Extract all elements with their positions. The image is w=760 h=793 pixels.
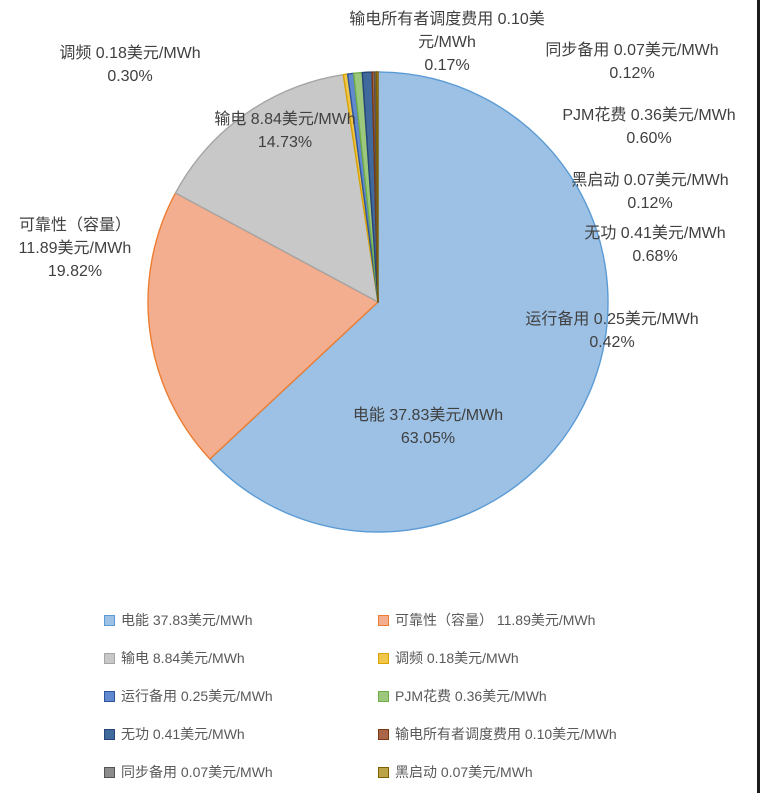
pie-chart [147, 71, 609, 533]
label-pjm-fees-line1: PJM花费 0.36美元/MWh [562, 107, 736, 124]
legend-item-operating-reserve: 运行备用 0.25美元/MWh [104, 686, 378, 706]
label-regulation-line2: 0.30% [107, 68, 153, 85]
legend-item-regulation: 调频 0.18美元/MWh [378, 648, 744, 668]
legend-label-reactive: 无功 0.41美元/MWh [121, 726, 245, 742]
label-operating-reserve-line2: 0.42% [589, 334, 635, 351]
legend-swatch-capacity [378, 614, 389, 626]
label-energy: 电能 37.83美元/MWh 63.05% [353, 404, 503, 450]
label-capacity: 可靠性（容量） 11.89美元/MWh 19.82% [19, 214, 132, 283]
label-capacity-line3: 19.82% [47, 263, 103, 280]
legend-item-reactive: 无功 0.41美元/MWh [104, 724, 378, 744]
legend-label-owner-scheduling: 输电所有者调度费用 0.10美元/MWh [395, 726, 617, 742]
label-black-start-line2: 0.12% [627, 195, 673, 212]
label-owner-scheduling-line2: 元/MWh [418, 34, 476, 51]
legend-item-sync-reserve: 同步备用 0.07美元/MWh [104, 762, 378, 782]
label-sync-reserve-line1: 同步备用 0.07美元/MWh [545, 42, 719, 59]
legend-item-transmission: 输电 8.84美元/MWh [104, 648, 378, 668]
pie-slice-black-start [375, 71, 379, 303]
legend-item-owner-scheduling: 输电所有者调度费用 0.10美元/MWh [378, 724, 744, 744]
legend: 电能 37.83美元/MWh 可靠性（容量） 11.89美元/MWh 输电 8.… [104, 601, 744, 791]
label-owner-scheduling-line3: 0.17% [424, 57, 470, 74]
legend-swatch-pjm-fees [378, 690, 389, 702]
pie-slice-energy [209, 71, 609, 533]
legend-label-operating-reserve: 运行备用 0.25美元/MWh [121, 688, 273, 704]
label-owner-scheduling: 输电所有者调度费用 0.10美 元/MWh 0.17% [349, 8, 545, 77]
legend-label-transmission: 输电 8.84美元/MWh [121, 650, 245, 666]
legend-label-regulation: 调频 0.18美元/MWh [395, 650, 519, 666]
legend-swatch-black-start [378, 766, 389, 778]
label-operating-reserve-line1: 运行备用 0.25美元/MWh [525, 311, 699, 328]
label-regulation: 调频 0.18美元/MWh 0.30% [59, 42, 200, 88]
label-pjm-fees: PJM花费 0.36美元/MWh 0.60% [562, 104, 735, 150]
label-energy-line2: 63.05% [400, 430, 456, 447]
legend-swatch-transmission [104, 652, 115, 664]
legend-swatch-energy [104, 614, 115, 626]
label-black-start-line1: 黑启动 0.07美元/MWh [571, 172, 729, 189]
label-transmission-line1: 输电 8.84美元/MWh [214, 111, 356, 128]
legend-item-capacity: 可靠性（容量） 11.89美元/MWh [378, 610, 744, 630]
label-transmission: 输电 8.84美元/MWh 14.73% [214, 108, 355, 154]
legend-label-energy: 电能 37.83美元/MWh [121, 612, 253, 628]
legend-label-sync-reserve: 同步备用 0.07美元/MWh [121, 764, 273, 780]
legend-swatch-reactive [104, 728, 115, 740]
legend-label-black-start: 黑启动 0.07美元/MWh [395, 764, 533, 780]
label-reactive-line1: 无功 0.41美元/MWh [584, 225, 726, 242]
legend-label-capacity: 可靠性（容量） 11.89美元/MWh [395, 612, 596, 628]
label-transmission-line2: 14.73% [257, 134, 313, 151]
label-operating-reserve: 运行备用 0.25美元/MWh 0.42% [525, 308, 698, 354]
label-capacity-line1: 可靠性（容量） [18, 217, 132, 234]
pie-slice-capacity [147, 192, 379, 460]
legend-swatch-operating-reserve [104, 690, 115, 702]
label-reactive-line2: 0.68% [632, 248, 678, 265]
legend-item-pjm-fees: PJM花费 0.36美元/MWh [378, 686, 744, 706]
label-owner-scheduling-line1: 输电所有者调度费用 0.10美 [349, 11, 545, 28]
label-pjm-fees-line2: 0.60% [626, 130, 672, 147]
label-reactive: 无功 0.41美元/MWh 0.68% [584, 222, 725, 268]
label-sync-reserve-line2: 0.12% [609, 65, 655, 82]
legend-swatch-sync-reserve [104, 766, 115, 778]
label-regulation-line1: 调频 0.18美元/MWh [59, 45, 201, 62]
legend-swatch-owner-scheduling [378, 728, 389, 740]
label-sync-reserve: 同步备用 0.07美元/MWh 0.12% [545, 39, 718, 85]
label-energy-line1: 电能 37.83美元/MWh [352, 407, 504, 424]
label-capacity-line2: 11.89美元/MWh [18, 240, 132, 257]
legend-item-energy: 电能 37.83美元/MWh [104, 610, 378, 630]
image-edge-line [757, 0, 760, 793]
legend-label-pjm-fees: PJM花费 0.36美元/MWh [395, 688, 547, 704]
label-black-start: 黑启动 0.07美元/MWh 0.12% [571, 169, 728, 215]
legend-item-black-start: 黑启动 0.07美元/MWh [378, 762, 744, 782]
legend-swatch-regulation [378, 652, 389, 664]
pie-slice-transmission [174, 73, 379, 303]
